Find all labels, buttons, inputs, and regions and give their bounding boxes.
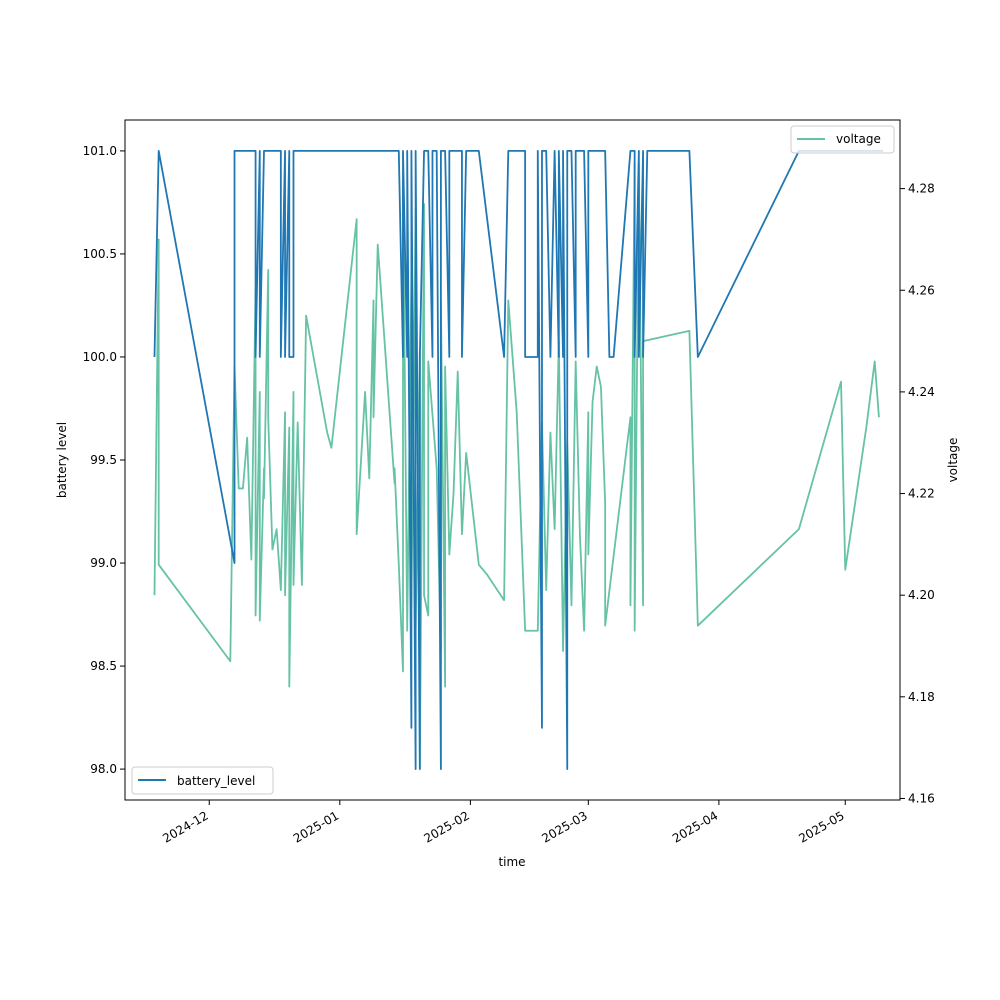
y2-tick-label: 4.22 (908, 487, 935, 501)
y2-tick-label: 4.16 (908, 791, 935, 805)
y2-axis-label: voltage (946, 438, 960, 483)
legend-voltage: voltage (790, 125, 895, 154)
y2-tick-label: 4.18 (908, 690, 935, 704)
series-layer (153, 150, 884, 770)
legend-voltage-label: voltage (836, 132, 881, 146)
y-tick-label: 98.5 (90, 659, 117, 673)
legend-voltage-frame (790, 125, 895, 154)
y-tick-label: 99.5 (90, 453, 117, 467)
y-axis-left: 98.0 98.5 99.0 99.5 100.0 100.5 101.0 (83, 144, 125, 776)
x-axis-label: time (498, 855, 525, 869)
y-tick-label: 100.0 (83, 350, 117, 364)
legend-battery-level: battery_level (131, 766, 274, 795)
y2-tick-label: 4.28 (908, 182, 935, 196)
y-tick-label: 98.0 (90, 762, 117, 776)
y-tick-label: 101.0 (83, 144, 117, 158)
y-axis-label: battery level (55, 422, 69, 498)
series-line-battery-level (153, 150, 884, 770)
y2-tick-label: 4.26 (908, 283, 935, 297)
y2-tick-label: 4.20 (908, 588, 935, 602)
y-tick-label: 100.5 (83, 247, 117, 261)
y-tick-label: 99.0 (90, 556, 117, 570)
series-line-voltage (153, 162, 880, 769)
y2-tick-label: 4.24 (908, 385, 935, 399)
y-axis-right: 4.16 4.18 4.20 4.22 4.24 4.26 4.28 (900, 182, 935, 805)
legend-battery-frame (131, 766, 274, 795)
legend-battery-label: battery_level (177, 774, 255, 788)
